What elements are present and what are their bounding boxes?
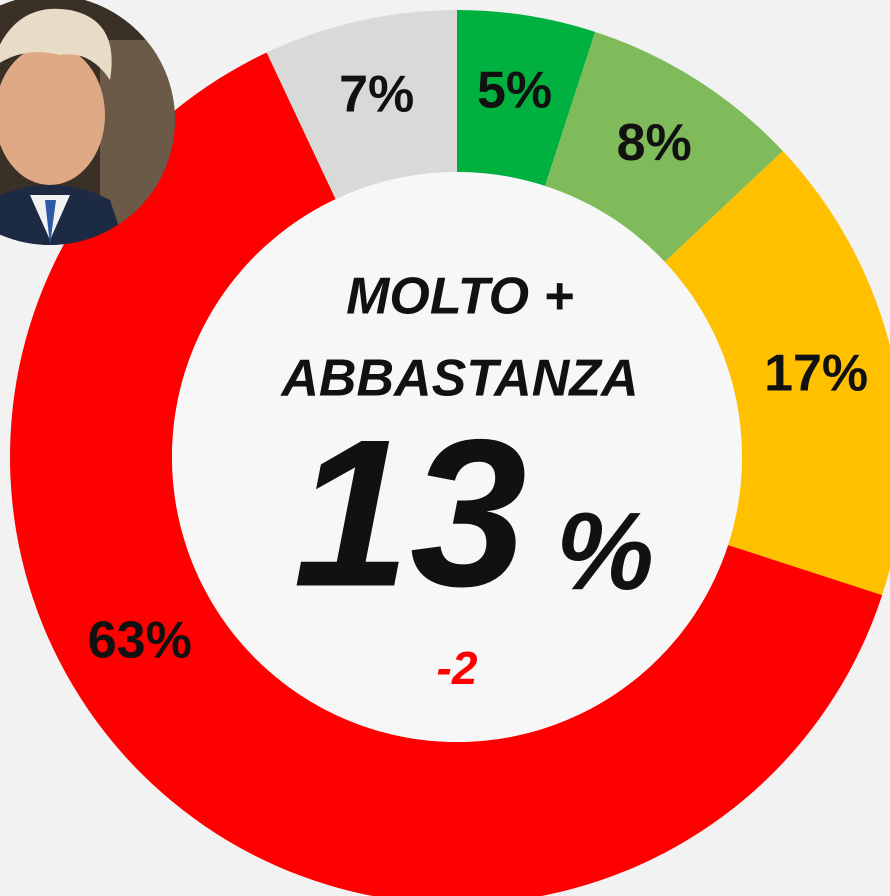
chart: 5%8%17%63%7% MOLTO + ABBASTANZA 13 % -2 bbox=[0, 0, 890, 896]
segment-label: 8% bbox=[617, 114, 692, 172]
center-title: MOLTO + bbox=[346, 268, 574, 326]
page: {"chart_data": {"type": "pie", "categori… bbox=[0, 0, 890, 896]
segment-label: 7% bbox=[339, 66, 414, 124]
segment-label: 63% bbox=[88, 611, 192, 669]
center-value: 13 bbox=[293, 395, 527, 630]
segment-label: 5% bbox=[477, 61, 552, 119]
center-unit: % bbox=[556, 490, 654, 613]
change: -2 bbox=[437, 642, 478, 694]
segment-label: 17% bbox=[764, 344, 868, 402]
